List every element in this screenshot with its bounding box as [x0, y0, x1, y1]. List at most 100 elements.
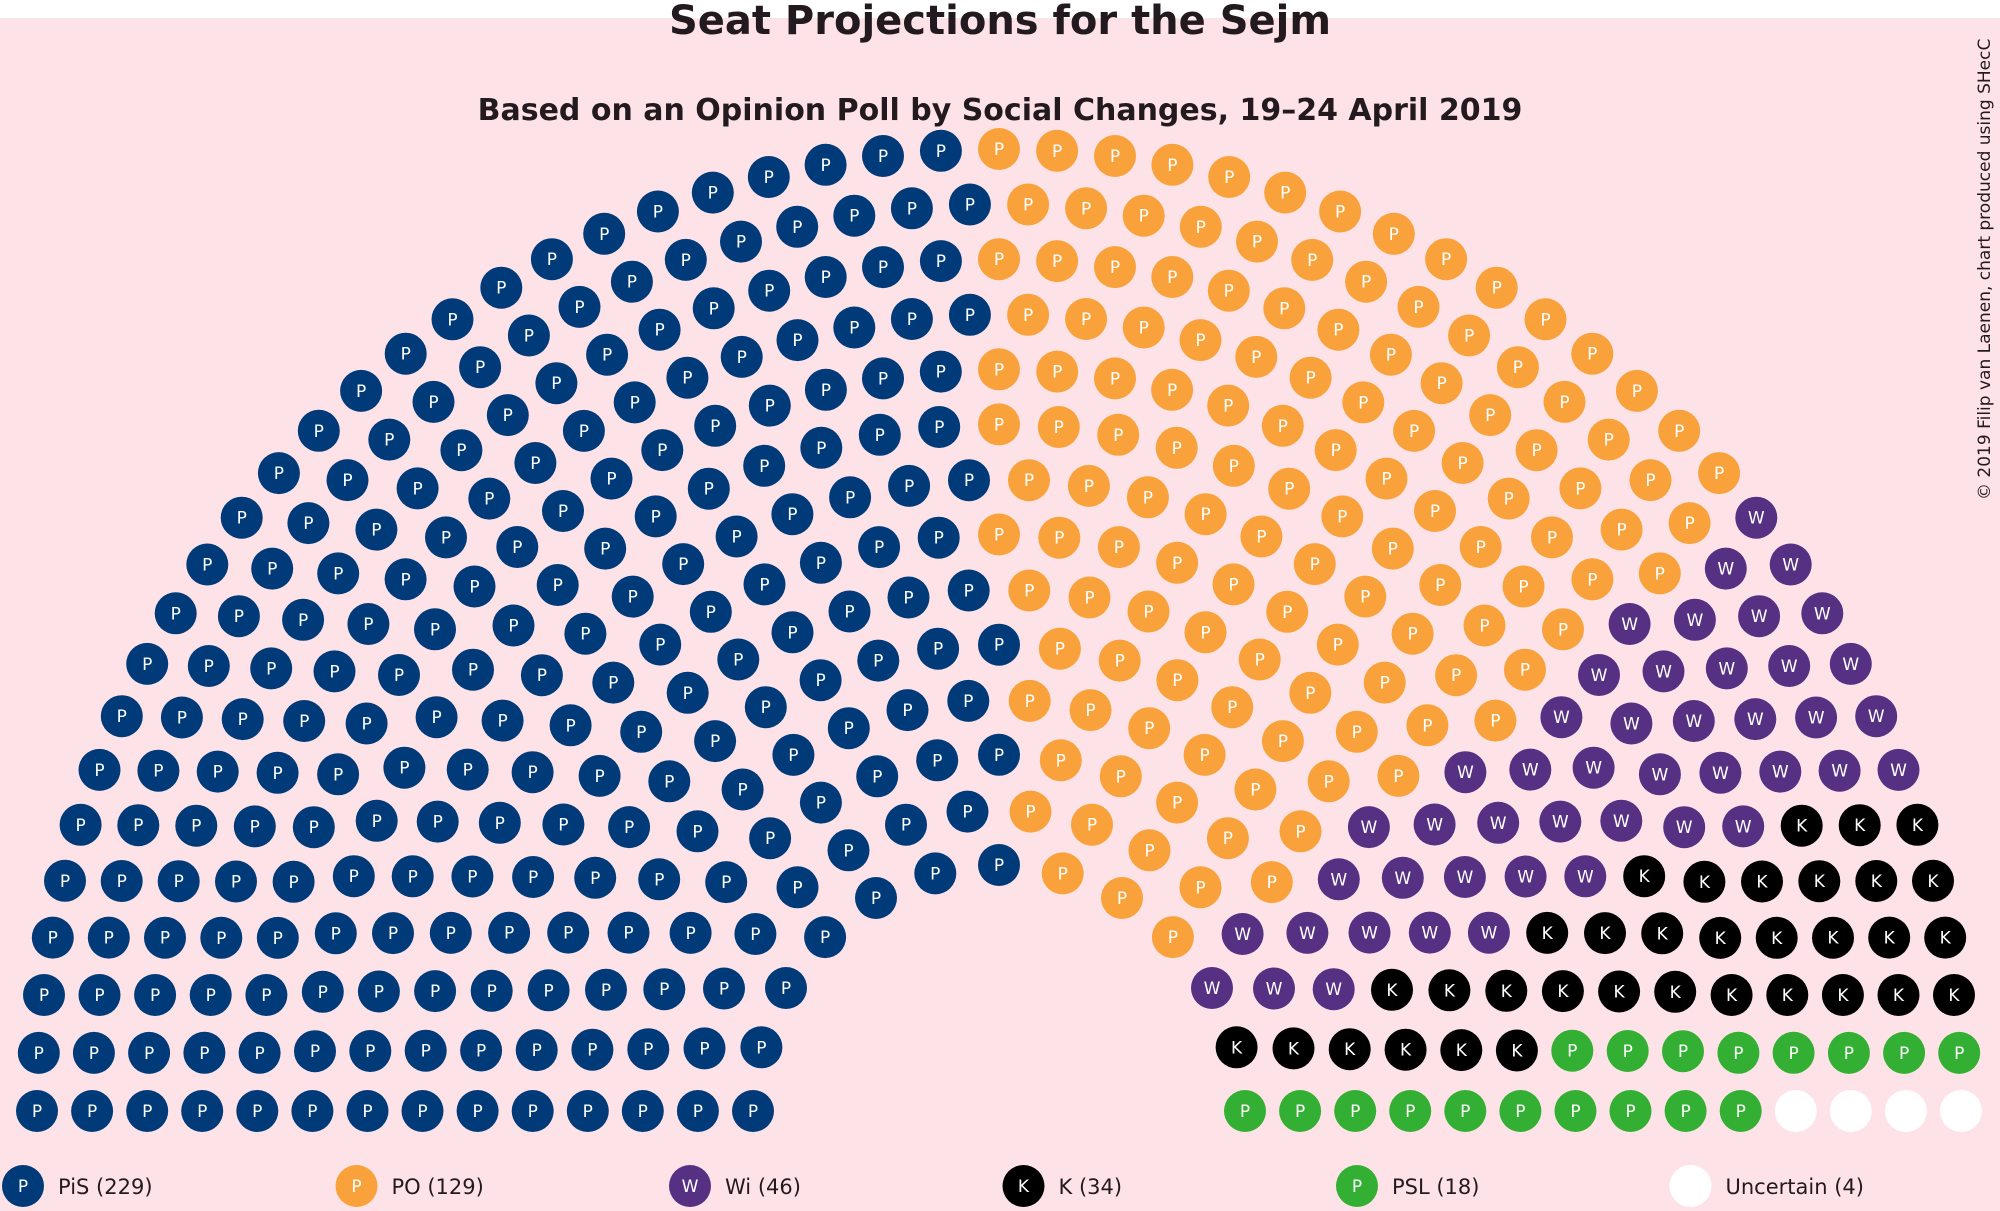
seat-pis: P	[705, 861, 748, 904]
seat-psl: P	[1554, 1090, 1597, 1132]
seat-pis: P	[583, 212, 626, 255]
seat-letter: P	[1200, 623, 1210, 643]
seat-letter: K	[1639, 867, 1651, 887]
seat-psl: P	[1883, 1031, 1926, 1074]
seat-letter: P	[1587, 345, 1597, 365]
seat-letter: P	[532, 1041, 542, 1061]
seat-letter: W	[1490, 814, 1507, 834]
seat-pis: P	[664, 238, 707, 281]
seat-letter: P	[875, 426, 885, 446]
seat-letter: P	[815, 671, 825, 691]
seat-po: P	[1342, 381, 1385, 424]
seat-pis: P	[799, 659, 842, 702]
seat-wi: W	[1722, 805, 1765, 848]
seat-letter: P	[655, 636, 665, 656]
seat-po: P	[1122, 306, 1165, 349]
seat-po: P	[1441, 442, 1484, 484]
seat-letter: P	[1485, 406, 1495, 426]
seat-pis: P	[256, 916, 299, 959]
seat-letter: P	[1435, 576, 1445, 596]
seat-pis: P	[611, 575, 654, 618]
seat-letter: P	[704, 480, 714, 500]
seat-letter: W	[1480, 924, 1497, 944]
seat-letter: P	[1240, 1102, 1250, 1122]
seat-letter: W	[1772, 763, 1789, 783]
seat-pis: P	[536, 564, 579, 606]
seat-pis: P	[357, 970, 400, 1013]
seat-pis: P	[856, 755, 899, 798]
copyright-credit: © 2019 Filip van Laenen, chart produced …	[1975, 39, 1995, 500]
seat-letter: W	[1808, 709, 1825, 729]
seat-k: K	[1440, 1029, 1483, 1072]
seat-wi: W	[1672, 700, 1715, 742]
seat-pis: P	[919, 350, 962, 393]
seat-letter: W	[1890, 761, 1907, 781]
seat-pis: P	[885, 803, 927, 846]
seat-letter: P	[475, 358, 485, 378]
seat-letter: P	[733, 651, 743, 671]
seat-letter: P	[750, 925, 760, 945]
seat-letter: P	[601, 981, 611, 1001]
seat-letter: K	[1871, 872, 1883, 892]
seat-pis: P	[459, 346, 502, 389]
seat-letter: P	[362, 1102, 372, 1122]
seat-letter: P	[1616, 521, 1626, 541]
seat-pis: P	[948, 293, 991, 336]
seat-po: P	[1127, 590, 1170, 633]
seat-letter: W	[1426, 816, 1443, 836]
seat-letter: P	[600, 540, 610, 560]
seat-letter: P	[710, 417, 720, 437]
seat-pis: P	[585, 968, 627, 1011]
seat-letter: P	[1490, 712, 1500, 732]
seat-letter: P	[934, 418, 944, 438]
seat-po: P	[1008, 679, 1051, 722]
seat-letter: P	[1451, 666, 1461, 686]
seat-po: P	[1474, 699, 1517, 742]
seat-pis: P	[220, 496, 263, 539]
seat-po: P	[1531, 516, 1573, 559]
seat-letter: K	[1726, 986, 1738, 1006]
seat-letter: P	[587, 1041, 597, 1061]
seat-letter: P	[160, 929, 170, 949]
seat-letter: P	[820, 156, 830, 176]
seat-k: K	[1821, 974, 1864, 1016]
seat-psl: P	[1499, 1090, 1542, 1132]
seat-po: P	[1250, 861, 1293, 904]
seat-po: P	[1126, 476, 1169, 519]
seat-letter: P	[1054, 529, 1064, 549]
legend-label: Wi (46)	[725, 1175, 801, 1199]
seat-pis: P	[250, 647, 293, 690]
seat-letter: P	[266, 659, 276, 679]
seat-psl: P	[1827, 1031, 1870, 1074]
seat-k: K	[1371, 968, 1413, 1011]
seat-k: K	[1912, 859, 1954, 902]
seat-letter: P	[1381, 470, 1391, 490]
seat-letter: P	[1899, 1044, 1909, 1064]
seat-letter: P	[602, 346, 612, 366]
seat-pis: P	[332, 855, 375, 898]
seat-pis: P	[804, 916, 847, 959]
seat-letter: P	[878, 147, 888, 167]
seat-letter: P	[374, 983, 384, 1003]
seat-pis: P	[257, 452, 300, 495]
seat-pis: P	[291, 1090, 334, 1132]
seat-pis: P	[858, 413, 901, 456]
seat-letter: W	[1655, 662, 1672, 682]
seat-pis: P	[947, 679, 990, 722]
seat-pis: P	[238, 1031, 281, 1074]
seat-pis: P	[181, 1090, 224, 1132]
seat-pis: P	[694, 404, 737, 447]
seat-pis: P	[765, 967, 807, 1009]
seat-letter: W	[1577, 867, 1594, 887]
seat-po: P	[1094, 246, 1136, 289]
seat-wi: W	[1540, 696, 1583, 739]
seat-letter: P	[202, 556, 212, 576]
seat-po: P	[1156, 781, 1199, 824]
seat-letter: P	[497, 712, 507, 732]
seat-letter: P	[234, 607, 244, 627]
seat-letter: P	[1195, 331, 1205, 351]
seat-letter: K	[1231, 1038, 1243, 1058]
seat-letter: P	[1114, 538, 1124, 558]
seat-letter: K	[1288, 1039, 1300, 1059]
seat-pis: P	[282, 598, 325, 641]
